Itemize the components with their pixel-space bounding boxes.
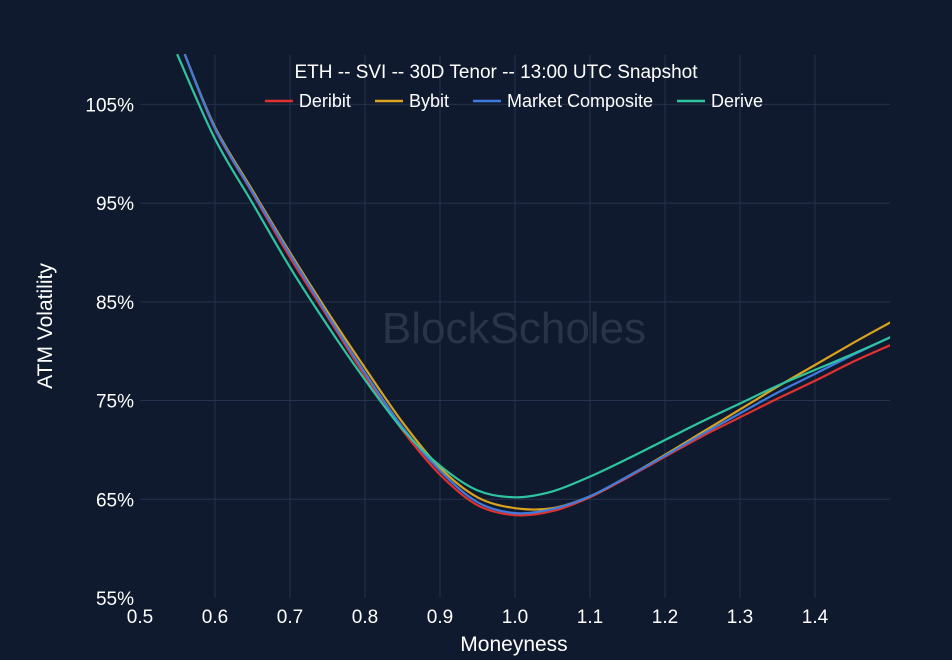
legend-item[interactable]: Derive [677,91,763,111]
x-tick-label: 1.1 [577,607,603,628]
series-line-derive [176,53,890,499]
x-tick-label: 0.6 [202,607,228,628]
x-tick-label: 1.3 [727,607,753,628]
y-axis-ticks: 55% 65% 75% 85% 95% 105% [85,95,134,610]
legend-item[interactable]: Bybit [375,91,449,111]
x-tick-label: 0.5 [127,607,153,628]
legend-label: Deribit [299,91,351,111]
series-line-market-composite [183,53,890,515]
x-tick-label: 1.2 [652,607,678,628]
y-tick-label: 105% [85,95,134,116]
legend-label: Market Composite [507,91,653,111]
x-tick-label: 1.0 [502,607,528,628]
legend-label: Derive [711,91,763,111]
series-line-deribit [183,53,890,517]
y-tick-label: 85% [96,293,134,314]
legend: Deribit Bybit Market Composite Derive [264,91,763,111]
x-axis-ticks: 0.5 0.6 0.7 0.8 0.9 1.0 1.1 1.2 1.3 1.4 [127,607,829,628]
y-axis-title: ATM Volatility [34,263,57,389]
x-tick-label: 0.8 [352,607,378,628]
y-tick-label: 95% [96,194,134,215]
y-tick-label: 65% [96,490,134,511]
legend-label: Bybit [409,91,449,111]
x-tick-label: 0.7 [277,607,303,628]
x-tick-label: 0.9 [427,607,453,628]
x-axis-title: Moneyness [460,633,567,656]
watermark-text: BlockScholes [382,304,646,353]
chart-title: ETH -- SVI -- 30D Tenor -- 13:00 UTC Sna… [294,62,698,83]
y-tick-label: 55% [96,589,134,610]
y-tick-label: 75% [96,392,134,413]
x-tick-label: 1.4 [802,607,829,628]
grid [140,55,890,598]
legend-item[interactable]: Market Composite [473,91,653,111]
legend-item[interactable]: Deribit [264,91,351,111]
series-line-bybit [183,53,890,511]
series-layer [176,53,890,517]
